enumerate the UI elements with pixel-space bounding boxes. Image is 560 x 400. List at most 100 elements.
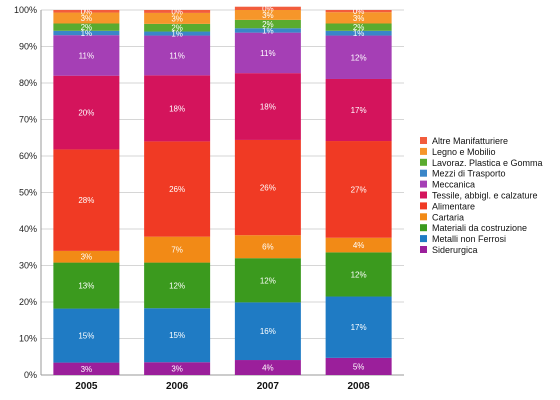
segment-data-label: 2% xyxy=(353,23,365,32)
bar-segment xyxy=(53,149,120,251)
y-tick-label: 60% xyxy=(19,151,37,161)
segment-data-label: 3% xyxy=(81,365,93,374)
segment-data-label: 3% xyxy=(81,253,93,262)
segment-data-label: 12% xyxy=(260,276,276,285)
segment-data-label: 20% xyxy=(78,109,94,118)
legend-entry-label: Lavoraz. Plastica e Gomma xyxy=(432,158,543,168)
x-category-label: 2005 xyxy=(75,381,98,392)
y-tick-label: 90% xyxy=(19,42,37,52)
segment-data-label: 11% xyxy=(169,51,184,60)
segment-data-label: 5% xyxy=(353,362,365,371)
segment-data-label: 12% xyxy=(169,281,185,290)
y-tick-label: 70% xyxy=(19,115,37,125)
segment-data-label: 0% xyxy=(353,7,365,16)
y-tick-label: 100% xyxy=(14,5,37,15)
bar-segment xyxy=(325,78,392,142)
segment-data-label: 2% xyxy=(262,20,274,29)
segment-data-label: 0% xyxy=(81,7,93,16)
segment-data-label: 0% xyxy=(171,7,183,16)
bar-segment xyxy=(53,250,120,263)
segment-data-label: 18% xyxy=(169,104,185,113)
legend-entry-label: Mezzi di Trasporto xyxy=(432,169,506,179)
y-tick-label: 20% xyxy=(19,297,37,307)
bar-segment xyxy=(53,308,120,363)
legend-swatch xyxy=(420,202,427,210)
bar-segment xyxy=(53,23,120,31)
legend-swatch xyxy=(420,147,427,155)
segment-data-label: 17% xyxy=(351,106,367,115)
legend-entry-label: Siderurgica xyxy=(432,245,478,255)
legend-entry-label: Cartaria xyxy=(432,212,464,222)
bar-segment xyxy=(144,31,211,36)
bar-segment xyxy=(144,35,211,76)
segment-data-label: 27% xyxy=(351,185,367,194)
bar-segment xyxy=(234,32,301,74)
bar-segment xyxy=(144,141,211,237)
legend-entry-label: Legno e Mobilio xyxy=(432,147,496,157)
bar-segment xyxy=(144,362,211,375)
segment-data-label: 1% xyxy=(81,29,93,38)
bar-segment xyxy=(234,139,301,236)
legend-swatch xyxy=(420,169,427,177)
bars xyxy=(53,6,392,375)
segment-data-label: 3% xyxy=(171,14,183,23)
bar-segment xyxy=(53,10,120,13)
x-category-label: 2007 xyxy=(257,381,280,392)
bar-segment xyxy=(325,357,392,375)
segment-data-label: 4% xyxy=(262,364,274,373)
segment-data-label: 1% xyxy=(171,30,183,39)
bar-segment xyxy=(144,12,211,24)
segment-data-label: 4% xyxy=(353,241,365,250)
bar-segment xyxy=(234,6,301,10)
segment-data-label: 3% xyxy=(171,365,183,374)
segment-data-label: 26% xyxy=(260,184,276,193)
segment-labels: 3%15%13%3%28%20%11%1%2%3%0%3%15%12%7%26%… xyxy=(78,4,366,373)
segment-data-label: 28% xyxy=(78,196,94,205)
bar-segment xyxy=(234,360,301,375)
segment-data-label: 15% xyxy=(169,331,185,340)
bar-segment xyxy=(325,35,392,79)
segment-data-label: 11% xyxy=(260,49,275,58)
y-tick-label: 40% xyxy=(19,224,37,234)
bar-segment xyxy=(144,236,211,263)
bar-segment xyxy=(53,262,120,309)
bar-segment xyxy=(53,362,120,375)
legend-swatch xyxy=(420,191,427,199)
bar-segment xyxy=(325,141,392,238)
bar-segment xyxy=(325,23,392,31)
bar-segment xyxy=(144,308,211,363)
segment-data-label: 13% xyxy=(78,282,94,291)
legend-swatch xyxy=(420,235,427,243)
bar-segment xyxy=(234,73,301,140)
legend-entry-label: Alimentare xyxy=(432,201,475,211)
bar-segment xyxy=(234,19,301,29)
segment-data-label: 18% xyxy=(260,103,276,112)
legend-entry-label: Materiali da costruzione xyxy=(432,223,527,233)
segment-data-label: 0% xyxy=(262,4,274,13)
bar-segment xyxy=(325,10,392,13)
legend-swatch xyxy=(420,246,427,253)
y-tick-label: 80% xyxy=(19,78,37,88)
bar-segment xyxy=(144,23,211,32)
bar-segment xyxy=(53,35,120,76)
segment-data-label: 17% xyxy=(351,323,367,332)
segment-data-label: 16% xyxy=(260,327,276,336)
bar-segment xyxy=(144,10,211,13)
segment-data-label: 11% xyxy=(79,51,94,60)
bar-segment xyxy=(325,252,392,297)
legend-entry-label: Altre Manifatturiere xyxy=(432,136,508,146)
segment-data-label: 6% xyxy=(262,243,274,252)
y-tick-label: 0% xyxy=(24,370,37,380)
y-tick-label: 10% xyxy=(19,334,37,344)
bar-segment xyxy=(234,10,301,20)
legend-swatch xyxy=(420,158,427,166)
x-category-label: 2006 xyxy=(166,381,189,392)
bar-segment xyxy=(53,12,120,24)
y-tick-label: 50% xyxy=(19,188,37,198)
segment-data-label: 3% xyxy=(262,11,274,20)
segment-data-label: 15% xyxy=(78,332,94,341)
segment-data-label: 12% xyxy=(351,53,367,62)
segment-data-label: 1% xyxy=(262,26,274,35)
